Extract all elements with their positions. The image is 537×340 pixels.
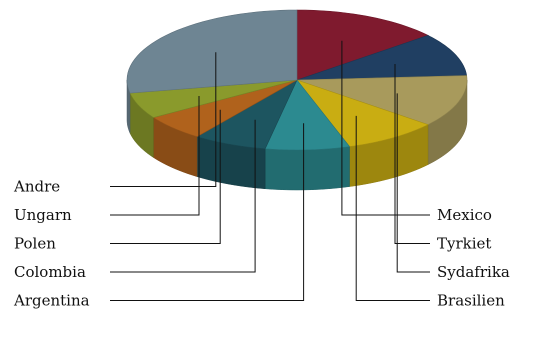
leader-colombia (110, 119, 256, 273)
leader-andre (110, 52, 217, 187)
leader-mexico (341, 40, 430, 216)
slice-side-argentina (264, 146, 350, 191)
slice-ungarn (129, 79, 298, 118)
leader-polen (110, 109, 221, 244)
label-argentina: Argentina (13, 292, 90, 310)
slice-polen (152, 79, 298, 137)
slice-sydafrika (296, 75, 468, 125)
slice-labels: Mexico Tyrkiet Sydafrika Brasilien Andre Unga… (13, 178, 510, 310)
label-brasilien: Brasilien (437, 292, 505, 310)
label-sydafrika: Sydafrika (437, 263, 510, 281)
pie-top-faces (126, 9, 468, 151)
label-andre: Andre (13, 178, 60, 196)
leader-ungarn (110, 96, 200, 216)
slice-andre (126, 9, 298, 94)
pie-side-walls (126, 79, 468, 191)
leader-argentina (110, 123, 305, 301)
label-mexico: Mexico (437, 206, 492, 224)
slice-mexico (296, 9, 429, 81)
label-polen: Polen (14, 235, 56, 253)
label-tyrkiet: Tyrkiet (437, 235, 491, 253)
slice-argentina (264, 79, 351, 151)
slice-colombia (196, 79, 298, 150)
slice-tyrkiet (296, 35, 468, 81)
leader-lines (110, 40, 430, 301)
label-colombia: Colombia (14, 263, 86, 281)
leader-sydafrika (396, 93, 430, 273)
leader-tyrkiet (394, 64, 430, 244)
leader-brasilien (355, 115, 430, 301)
label-ungarn: Ungarn (14, 206, 72, 224)
